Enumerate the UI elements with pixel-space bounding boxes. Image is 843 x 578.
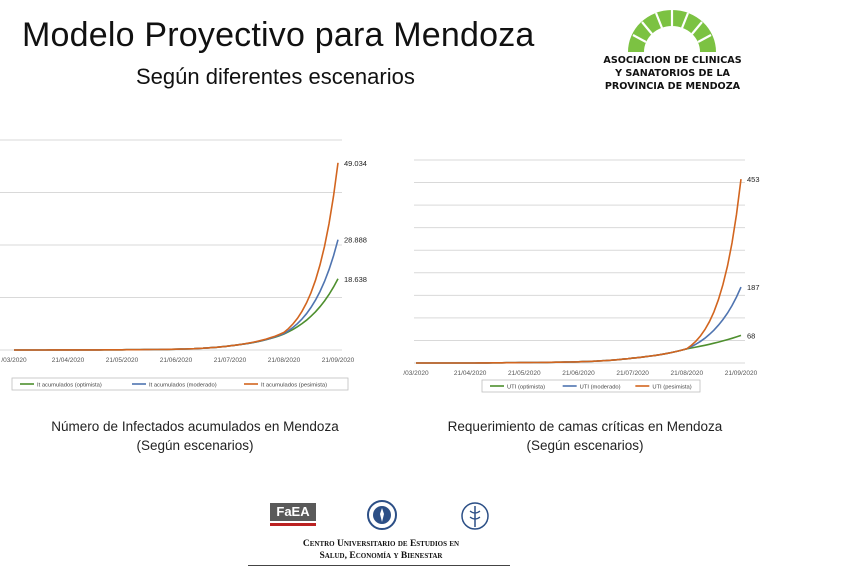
caduceus-icon: [461, 502, 489, 530]
legend-box: [481, 379, 701, 393]
legend-entry: UTI (pesimista): [652, 384, 691, 390]
acsm-logo: ASOCIACION DE CLINICAS Y SANATORIOS DE L…: [600, 4, 745, 100]
footer-logos: FaEA: [270, 498, 500, 536]
x-tick-label: 21/05/2020: [508, 370, 541, 377]
caption-line-2: (Según escenarios): [136, 438, 254, 453]
x-tick-label: /03/2020: [1, 357, 27, 364]
caption-line-2: (Según escenarios): [526, 438, 644, 453]
x-tick-label: 21/08/2020: [268, 357, 301, 364]
x-tick-label: 21/09/2020: [322, 357, 355, 364]
legend-entry: It acumulados (optimista): [37, 382, 102, 388]
page-title: Modelo Proyectivo para Mendoza: [22, 16, 535, 54]
series-line: [14, 162, 339, 351]
series-line: [416, 286, 742, 364]
x-tick-label: 21/07/2020: [214, 357, 247, 364]
legend-entry: UTI (moderado): [580, 384, 621, 390]
data-label: 28.888: [344, 236, 367, 245]
series-line: [14, 278, 339, 351]
x-tick-label: 21/08/2020: [671, 370, 704, 377]
x-tick-label: 21/04/2020: [52, 357, 85, 364]
data-label: 68: [747, 331, 755, 340]
data-label: 18.638: [344, 275, 367, 284]
legend-entry: It acumulados (moderado): [149, 382, 217, 388]
series-line: [14, 239, 339, 351]
legend-entry: UTI (optimista): [507, 384, 545, 390]
data-label: 453: [747, 175, 760, 184]
icu-beds-chart: /03/2020 21/04/2020 21/05/2020 21/06/2020 21…: [403, 159, 760, 393]
footer-line-2: Salud, Economía y Bienestar: [319, 551, 443, 561]
data-label: 187: [747, 283, 760, 292]
caption-line-1: Número de Infectados acumulados en Mendo…: [51, 419, 339, 434]
infected-chart: /03/2020 21/04/2020 21/05/2020 21/06/2020 21…: [0, 139, 367, 391]
legend-box: [11, 377, 349, 391]
university-seal-icon: [367, 500, 397, 530]
caption-line-1: Requerimiento de camas críticas en Mendo…: [447, 419, 723, 434]
infected-chart-caption: Número de Infectados acumulados en Mendo…: [30, 417, 360, 455]
logo-line-2: Y SANATORIOS DE LA: [615, 68, 730, 79]
icu-chart-caption: Requerimiento de camas críticas en Mendo…: [420, 417, 750, 455]
faea-logo: FaEA: [270, 503, 316, 521]
data-label: 49.034: [344, 159, 367, 168]
page-subtitle: Según diferentes escenarios: [136, 64, 415, 89]
legend-entry: It acumulados (pesimista): [261, 382, 327, 388]
logo-line-3: PROVINCIA DE MENDOZA: [604, 81, 741, 92]
footer-line-1: Centro Universitario de Estudios en: [302, 539, 460, 549]
acsm-arch-icon: [628, 10, 716, 52]
faea-logo-underline: [270, 523, 316, 526]
series-line: [416, 334, 742, 364]
logo-line-1: ASOCIACION DE CLINICAS: [603, 55, 742, 66]
footer-divider: [248, 565, 510, 566]
x-tick-label: 21/05/2020: [106, 357, 139, 364]
x-tick-label: 21/04/2020: [454, 370, 487, 377]
footer-institution: Centro Universitario de Estudios en Salu…: [250, 538, 512, 562]
x-tick-label: 21/06/2020: [562, 370, 595, 377]
series-line: [416, 178, 742, 364]
x-tick-label: /03/2020: [403, 370, 429, 377]
x-tick-label: 21/07/2020: [616, 370, 649, 377]
x-tick-label: 21/06/2020: [160, 357, 193, 364]
x-tick-label: 21/09/2020: [725, 370, 758, 377]
